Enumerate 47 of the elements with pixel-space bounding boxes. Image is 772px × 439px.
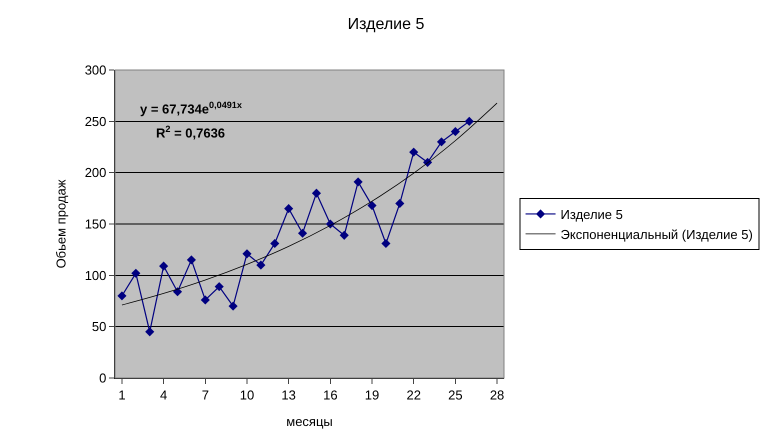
legend-label: Изделие 5 xyxy=(560,207,623,222)
y-tick-label: 150 xyxy=(84,216,106,232)
point xyxy=(256,260,266,270)
x-tick-label: 1 xyxy=(118,388,126,403)
x-tick-label: 16 xyxy=(323,388,338,403)
x-tick-label: 25 xyxy=(448,388,463,403)
point xyxy=(284,204,294,214)
point xyxy=(200,295,210,305)
point xyxy=(214,282,224,292)
legend-label: Экспоненциальный (Изделие 5) xyxy=(560,226,753,242)
x-tick-label: 22 xyxy=(406,388,421,403)
annotation: R$^{2}$ = 0,7636 xyxy=(156,124,226,140)
y-tick-label: 250 xyxy=(84,114,106,129)
x-tick-label: 4 xyxy=(160,388,168,403)
point xyxy=(354,177,363,186)
x-tick-label: 10 xyxy=(240,388,254,403)
point xyxy=(131,268,140,278)
point xyxy=(186,255,196,264)
point xyxy=(395,198,404,208)
x-tick-label: 19 xyxy=(364,388,380,403)
y-tick-label: 50 xyxy=(92,319,106,334)
point xyxy=(450,127,460,136)
point xyxy=(270,238,280,248)
point xyxy=(228,302,238,311)
x-axis-title: месяцы xyxy=(286,414,333,430)
point xyxy=(117,291,126,300)
point xyxy=(145,327,154,336)
point xyxy=(409,148,418,157)
x-tick-label: 7 xyxy=(202,388,209,403)
y-tick-label: 300 xyxy=(84,62,106,78)
x-tick-label: 28 xyxy=(490,388,504,403)
point xyxy=(340,230,349,240)
point xyxy=(298,228,308,238)
point xyxy=(367,200,377,210)
chart-title: Изделие 5 xyxy=(348,16,424,33)
annotation: y = 67,734e$^{0,0491x}$ xyxy=(140,100,242,116)
point xyxy=(242,249,252,258)
point xyxy=(381,238,390,248)
y-tick-label: 200 xyxy=(84,165,106,180)
x-tick-label: 13 xyxy=(281,388,296,403)
point xyxy=(312,188,321,198)
point xyxy=(464,116,474,126)
y-tick-label: 100 xyxy=(84,268,106,283)
y-axis-title: Обьем продаж xyxy=(54,179,69,268)
point xyxy=(436,137,446,146)
y-tick-label: 0 xyxy=(99,370,106,386)
point xyxy=(159,262,168,271)
